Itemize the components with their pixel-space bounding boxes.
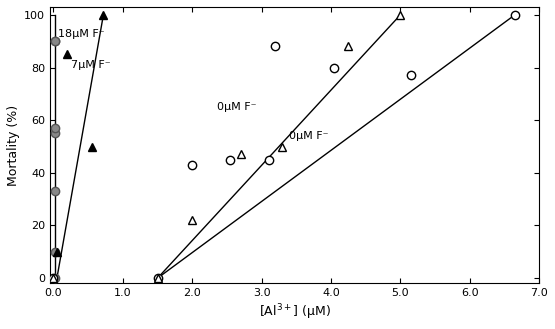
Text: 7μM F⁻: 7μM F⁻: [71, 60, 110, 70]
Text: 0μM F⁻: 0μM F⁻: [216, 102, 256, 112]
Text: 0μM F⁻: 0μM F⁻: [289, 131, 329, 141]
X-axis label: [Al$^{3+}$] (μM): [Al$^{3+}$] (μM): [259, 302, 331, 322]
Y-axis label: Mortality (%): Mortality (%): [7, 105, 20, 186]
Text: 18μM F⁻: 18μM F⁻: [58, 29, 105, 38]
